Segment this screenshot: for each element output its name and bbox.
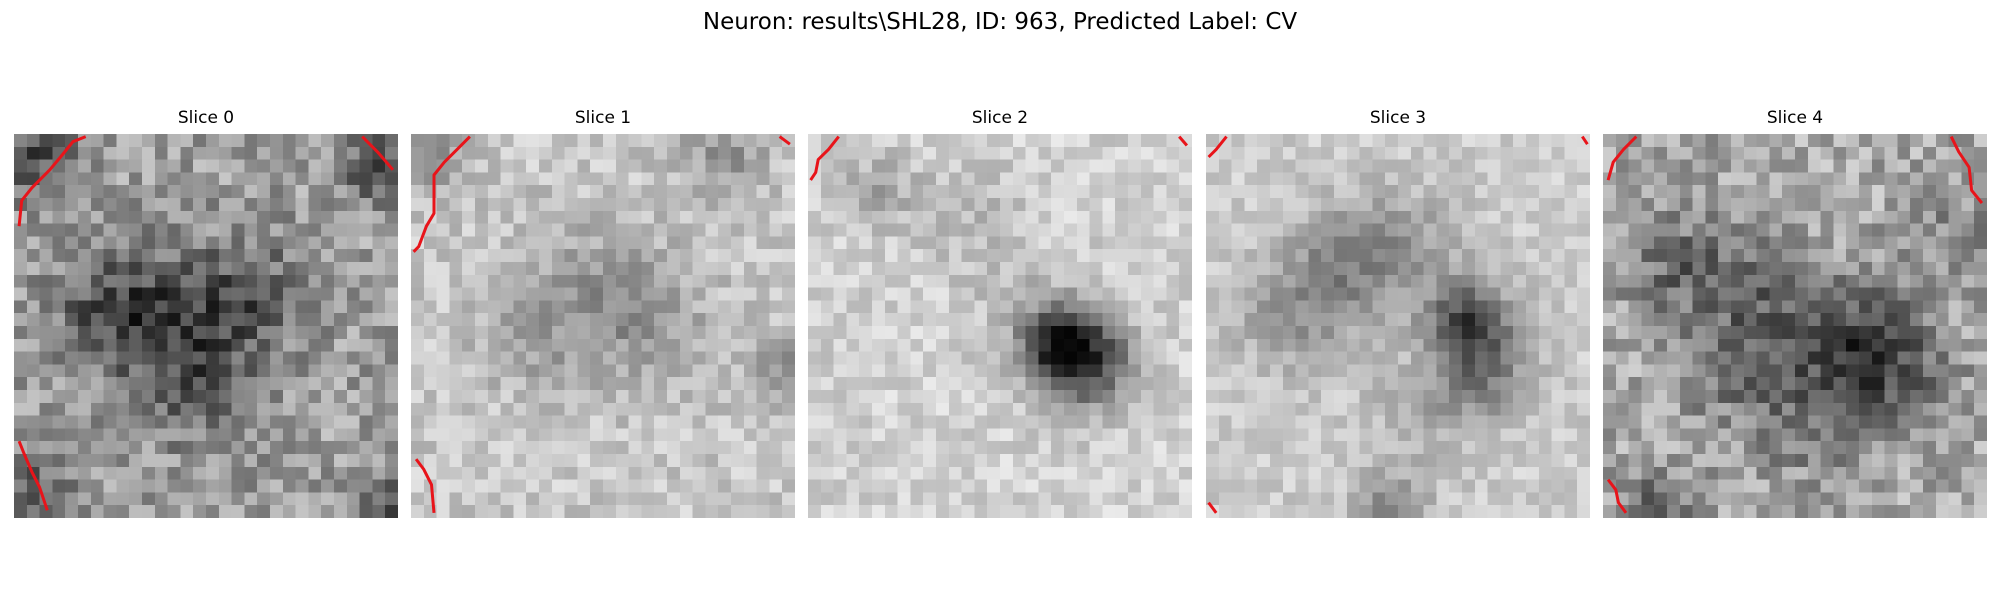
slice-image — [14, 134, 398, 518]
slice-pixel-grid — [808, 134, 1192, 518]
contour-line — [1207, 501, 1218, 514]
slice-pixel-grid — [411, 134, 795, 518]
contour-line — [1178, 135, 1189, 147]
contour-line — [1606, 135, 1638, 181]
contour-line — [412, 135, 471, 253]
slice-panel-1: Slice 1 — [411, 108, 795, 518]
contour-line — [809, 135, 840, 181]
contour-line — [1949, 135, 1984, 205]
slice-title: Slice 3 — [1369, 108, 1427, 128]
contour-line — [1606, 478, 1628, 514]
slice-image — [808, 134, 1192, 518]
slice-image — [1206, 134, 1590, 518]
slice-title: Slice 4 — [1766, 108, 1824, 128]
slice-image — [411, 134, 795, 518]
slice-title: Slice 0 — [177, 108, 235, 128]
slice-panel-3: Slice 3 — [1206, 108, 1590, 518]
slice-pixel-grid — [1603, 134, 1987, 518]
slice-title: Slice 2 — [971, 108, 1029, 128]
slice-panel-4: Slice 4 — [1603, 108, 1987, 518]
contour-line — [17, 135, 87, 227]
contour-line — [414, 458, 436, 514]
contour-line — [778, 135, 791, 146]
contour-line — [17, 440, 49, 511]
contour-line — [1581, 135, 1589, 146]
contour-line — [361, 135, 395, 171]
slice-title: Slice 1 — [574, 108, 632, 128]
slice-pixel-grid — [1206, 134, 1590, 518]
slice-panel-0: Slice 0 — [14, 108, 398, 518]
figure-title: Neuron: results\SHL28, ID: 963, Predicte… — [702, 9, 1298, 35]
slice-image — [1603, 134, 1987, 518]
slice-pixel-grid — [14, 134, 398, 518]
contour-line — [1207, 135, 1228, 159]
slice-panel-2: Slice 2 — [808, 108, 1192, 518]
